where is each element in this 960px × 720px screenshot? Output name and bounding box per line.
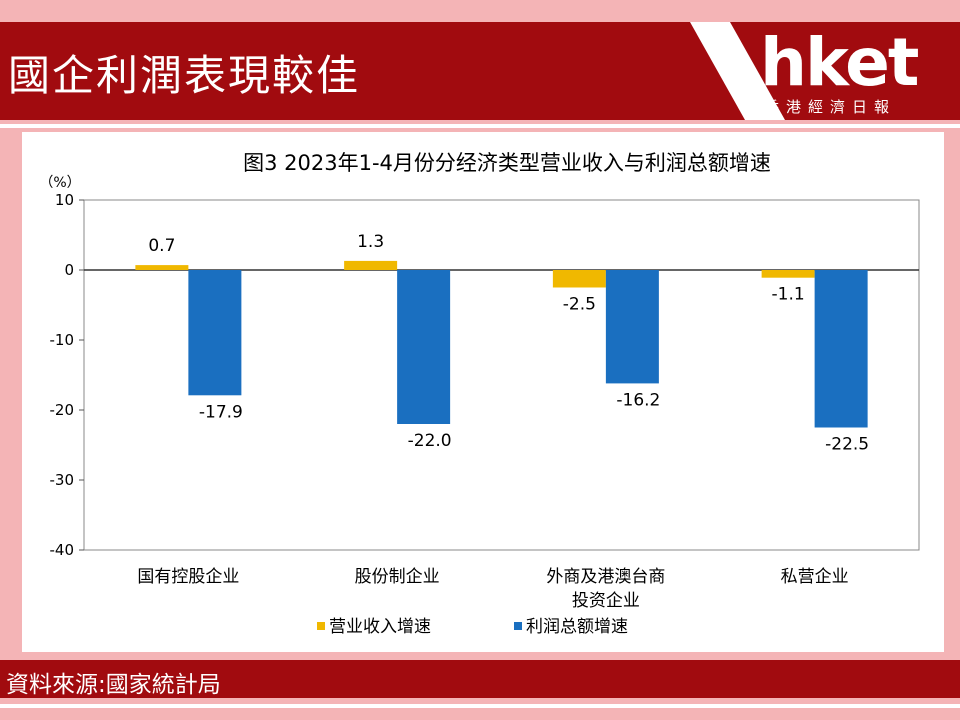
revenue-bar	[552, 270, 606, 288]
footer-band	[0, 660, 960, 698]
page-title: 國企利潤表現較佳	[8, 51, 361, 100]
profit-bar	[605, 270, 659, 384]
revenue-bar	[344, 260, 398, 270]
y-tick-label: 0	[64, 261, 74, 279]
bar-value-label: -17.9	[199, 402, 243, 422]
bar-value-label: -2.5	[563, 295, 596, 315]
plot-frame	[83, 199, 920, 551]
legend-label: 利润总额增速	[526, 617, 628, 637]
y-tick-label: -40	[50, 541, 75, 559]
bar-value-label: -22.0	[408, 431, 452, 451]
y-tick-label: -20	[50, 401, 75, 419]
header-band	[0, 22, 960, 120]
revenue-bar	[761, 270, 815, 278]
bar-value-label: -1.1	[772, 285, 805, 305]
legend-swatch-profit	[514, 622, 522, 630]
chart-panel	[22, 132, 944, 652]
profit-bar	[188, 270, 242, 396]
logo-slash-icon	[690, 22, 785, 120]
logo-wordmark: hket	[760, 24, 919, 101]
bar-value-label: -22.5	[825, 435, 869, 455]
y-axis-unit: （%）	[39, 175, 80, 191]
chart-title: 图3 2023年1-4月份分经济类型营业收入与利润总额增速	[243, 151, 771, 175]
profit-bar	[814, 270, 868, 428]
legend-label: 营业收入增速	[329, 617, 431, 637]
x-category-label: 私营企业	[781, 567, 849, 587]
y-tick-label: 10	[55, 191, 74, 209]
x-category-label: 股份制企业	[355, 567, 440, 587]
source-note: 資料來源:國家統計局	[6, 672, 221, 698]
divider	[0, 704, 960, 708]
y-tick-label: -30	[50, 471, 75, 489]
bar-value-label: -16.2	[616, 390, 660, 410]
x-category-label: 外商及港澳台商	[546, 567, 665, 587]
bar-chart: 图3 2023年1-4月份分经济类型营业收入与利润总额增速 （%） 10 0 -10…	[39, 151, 920, 637]
legend-swatch-revenue	[317, 622, 325, 630]
bar-value-label: 1.3	[357, 232, 384, 252]
hket-logo	[690, 22, 785, 120]
x-category-label: 投资企业	[572, 591, 640, 611]
logo-subtitle: 香港經濟日報	[764, 98, 897, 116]
y-tick-label: -10	[50, 331, 75, 349]
bar-value-label: 0.7	[148, 236, 175, 256]
profit-bar	[397, 270, 451, 424]
divider	[0, 124, 960, 128]
revenue-bar	[135, 265, 189, 270]
x-category-label: 国有控股企业	[137, 567, 239, 587]
